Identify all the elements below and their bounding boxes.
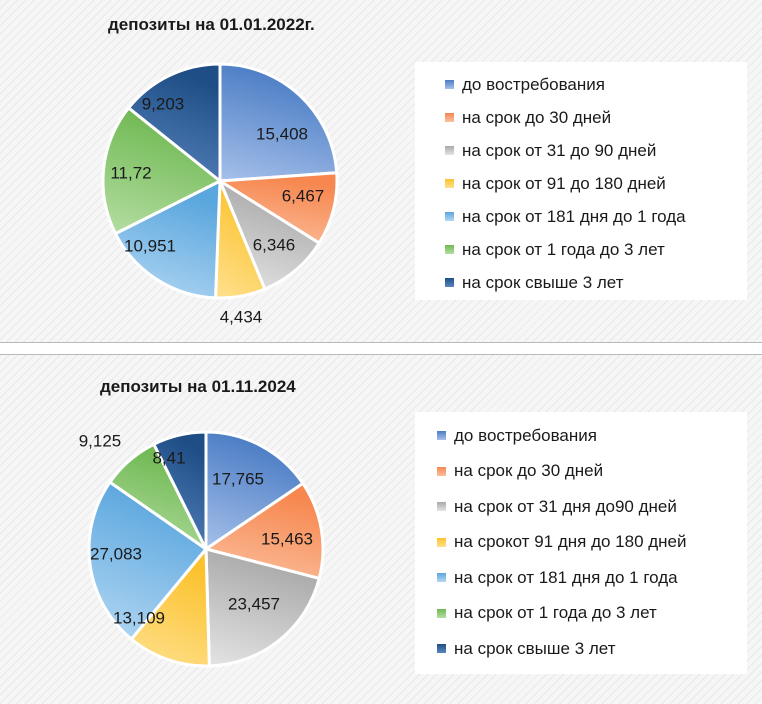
data-label: 15,408 [256,124,308,143]
legend-2022: до востребования на срок до 30 дней на с… [415,62,747,300]
legend-item: на срок свыше 3 лет [415,266,747,299]
legend-item: до востребования [415,68,747,101]
pie-slice [204,430,305,552]
data-label: 10,951 [124,236,176,255]
legend-swatch [445,80,454,89]
legend-item: на срок от 1 года до 3 лет [415,233,747,266]
legend-item: на срок от 181 дня до 1 года [415,560,747,596]
data-label: 23,457 [228,594,280,613]
chart-panel-2024: депозиты на 01.11.2024 17,765 15,463 23,45… [0,354,762,704]
legend-label: на срок от 181 дня до 1 года [454,567,678,587]
data-label: 6,467 [282,186,325,205]
legend-item: до востребования [415,418,747,454]
legend-swatch [437,502,446,512]
legend-item: на срок от 1 года до 3 лет [415,596,747,632]
legend-label: на срок от 31 дня до90 дней [454,496,677,516]
pie-slice [126,62,222,185]
data-label: 6,346 [253,235,296,254]
legend-label: на срок свыше 3 лет [454,638,616,658]
pie-slice [202,481,325,581]
data-label: 4,434 [220,307,263,326]
pie-slice [113,178,222,300]
legend-swatch [437,573,446,583]
legend-label: на срок от 181 дня до 1 года [462,206,686,226]
pie-slice [218,62,339,183]
legend-swatch [445,245,454,254]
legend-swatch [437,431,446,441]
legend-item: на срокот 91 дня до 180 дней [415,525,747,561]
data-label: 13,109 [113,608,165,627]
data-label: 8,41 [152,448,185,467]
legend-swatch [437,466,446,476]
pie-slice [151,430,208,550]
legend-swatch [445,113,454,122]
legend-label: до востребования [454,425,597,445]
legend-swatch [445,212,454,221]
data-label: 9,125 [79,431,122,450]
legend-swatch [437,644,446,654]
pie-slice [129,544,211,668]
legend-label: на срок от 91 до 180 дней [462,173,666,193]
pie-slice [101,105,223,236]
legend-swatch [437,537,446,547]
legend-item: на срок от 181 дня до 1 года [415,200,747,233]
chart-title-2024: депозиты на 01.11.2024 [100,377,296,396]
legend-label: на срок свыше 3 лет [462,272,624,292]
legend-label: до востребования [462,74,605,94]
legend-2024: до востребования на срок до 30 дней на с… [415,412,747,674]
legend-label: на срок до 30 дней [462,107,612,127]
legend-item: на срок до 30 дней [415,101,747,134]
legend-label: на срок от 31 до 90 дней [462,140,657,160]
legend-swatch [445,179,454,188]
legend-item: на срок свыше 3 лет [415,631,747,667]
chart-title-2022: депозиты на 01.01.2022г. [108,15,315,34]
legend-swatch [437,608,446,618]
legend-label: на срок до 30 дней [454,461,604,481]
legend-label: на срокот 91 дня до 180 дней [454,532,687,552]
pie-chart-2024: 17,765 15,463 23,457 13,109 27,083 9,125 8,41 [79,430,325,668]
legend-swatch [445,278,454,287]
legend-swatch [445,146,454,155]
data-label: 11,72 [110,163,151,182]
pie-slice [87,480,209,642]
legend-item: на срок от 31 дня до90 дней [415,489,747,525]
pie-chart-2022: 15,408 6,467 6,346 4,434 10,951 11,72 9,203 [101,62,339,326]
chart-panel-2022: депозиты на 01.01.2022г. 15,408 6,467 6,34… [0,0,762,343]
data-label: 27,083 [90,544,142,563]
legend-item: на срок от 31 до 90 дней [415,134,747,167]
pie-slice [204,547,322,668]
legend-item: на срок до 30 дней [415,454,747,490]
data-label: 17,765 [212,469,264,488]
legend-label: на срок от 1 года до 3 лет [454,603,657,623]
data-label: 9,203 [142,94,185,113]
legend-item: на срок от 91 до 180 дней [415,167,747,200]
data-label: 15,463 [261,529,313,548]
legend-label: на срок от 1 года до 3 лет [462,239,665,259]
